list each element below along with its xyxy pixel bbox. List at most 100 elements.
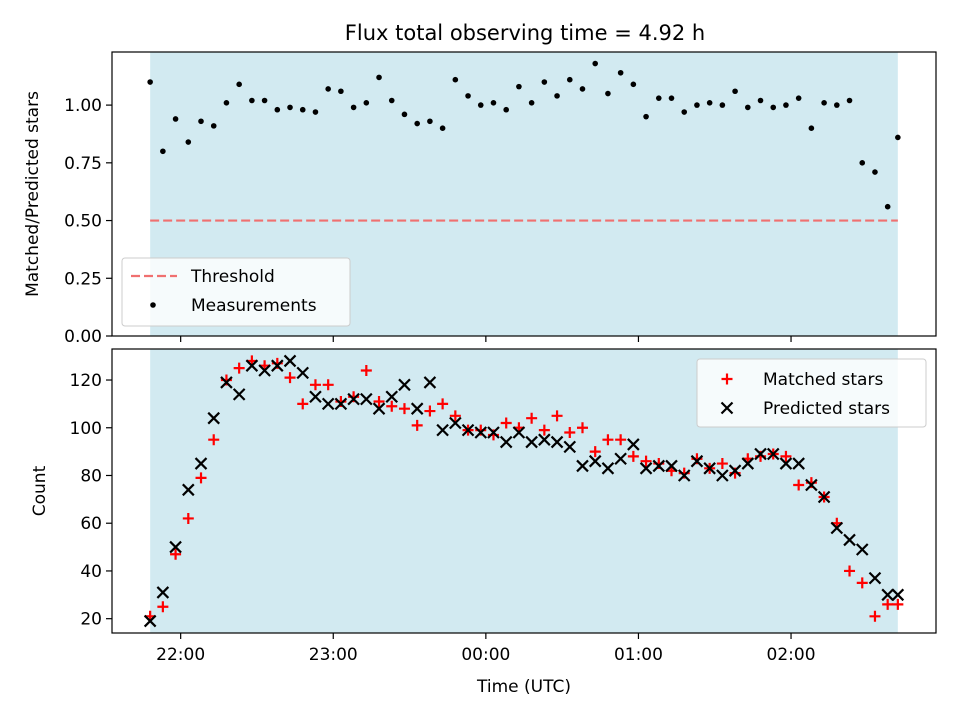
matched-star-marker [538, 424, 550, 436]
predicted-star-marker [868, 571, 882, 585]
predicted-star-marker [525, 435, 538, 449]
y-tick-label: 1.00 [64, 96, 102, 116]
predicted-star-marker [232, 388, 246, 401]
matched-star-marker [844, 565, 856, 577]
predicted-star-marker [258, 364, 271, 377]
matched-star-marker [386, 400, 398, 412]
matched-star-marker [551, 410, 563, 422]
measurement-point [566, 76, 573, 83]
measurement-point [872, 169, 878, 175]
predicted-star-marker [398, 378, 411, 392]
count-legend-box [696, 358, 927, 428]
measurement-point [198, 118, 204, 125]
predicted-star-marker [461, 423, 475, 437]
matched-star-marker [500, 417, 512, 429]
measurement-point [172, 116, 179, 122]
predicted-star-marker [372, 402, 386, 415]
measurement-point [465, 93, 471, 99]
predicted-star-marker [283, 354, 297, 368]
x-tick-label: 02:00 [767, 645, 816, 665]
ratio-y-label: Matched/Predicted stars [23, 91, 43, 297]
measurement-point [694, 102, 700, 108]
measurement-point [630, 81, 637, 88]
y-tick-label: 80 [80, 466, 102, 486]
matched-star-marker [170, 548, 182, 560]
predicted-star-marker [499, 435, 513, 449]
measurement-point [414, 120, 420, 127]
legend-predicted-swatch [720, 401, 734, 415]
count-x-ticks: 22:00 23:00 00:00 01:00 02:00 [156, 633, 816, 665]
count-legend: Matched stars Predicted stars [696, 358, 927, 428]
measurement-point [274, 106, 281, 113]
predicted-star-marker [538, 433, 551, 446]
matched-star-marker [627, 450, 639, 462]
predicted-star-marker [716, 469, 729, 482]
matched-star-marker [576, 422, 588, 434]
predicted-star-marker [690, 454, 704, 468]
predicted-star-marker [296, 366, 310, 380]
legend-measurements-swatch [150, 302, 156, 308]
predicted-star-marker [855, 543, 869, 556]
measurement-point [554, 93, 560, 99]
predicted-star-marker [207, 411, 221, 425]
matched-star-marker [437, 398, 449, 410]
x-axis-label: Time (UTC) [476, 677, 571, 697]
matched-star-marker [157, 601, 169, 613]
measurement-point [439, 125, 446, 131]
predicted-star-marker [703, 462, 716, 475]
predicted-star-marker [754, 447, 767, 461]
measurement-point [185, 139, 192, 145]
matched-star-marker [398, 403, 410, 415]
predicted-star-marker [728, 464, 742, 477]
predicted-star-marker [385, 390, 399, 404]
matched-star-marker [284, 372, 296, 384]
predicted-star-marker [182, 483, 195, 497]
predicted-star-marker [143, 614, 157, 628]
count-y-ticks: 20 40 60 80 100 120 [70, 371, 112, 630]
predicted-star-marker [360, 392, 373, 406]
matched-star-marker [640, 455, 652, 467]
predicted-star-marker [347, 392, 360, 406]
predicted-star-marker [220, 376, 233, 389]
measurement-point [350, 104, 357, 111]
ratio-axes-frame [111, 51, 937, 337]
measurement-point [834, 102, 840, 108]
ratio-legend: Threshold Measurements [121, 257, 351, 327]
predicted-star-marker [601, 462, 615, 475]
legend-measurements-label: Measurements [191, 296, 317, 316]
y-tick-label: 0.25 [64, 269, 102, 289]
predicted-star-marker [817, 490, 831, 504]
predicted-star-marker [741, 457, 755, 470]
measurement-point [261, 97, 268, 104]
x-tick-label: 22:00 [156, 645, 205, 665]
measurement-point [808, 125, 815, 131]
matched-star-marker [716, 458, 728, 470]
predicted-star-marker [487, 426, 500, 439]
measurement-point [427, 118, 433, 125]
predicted-star-marker [576, 459, 589, 473]
predicted-star-marker [169, 540, 182, 554]
measurement-point [895, 134, 901, 141]
predicted-star-marker [156, 586, 170, 599]
measurement-point [884, 203, 891, 210]
measurement-point [388, 97, 395, 104]
legend-predicted-label: Predicted stars [763, 399, 890, 419]
y-tick-label: 120 [70, 371, 102, 391]
measurement-point [452, 76, 459, 83]
matched-star-marker [373, 396, 385, 408]
measurement-point [147, 79, 153, 85]
measurement-point [401, 111, 408, 118]
legend-plus-mark [721, 373, 733, 385]
matched-star-marker [564, 427, 576, 439]
x-tick-label: 01:00 [614, 645, 663, 665]
measurement-point [732, 88, 738, 95]
predicted-star-marker [614, 452, 627, 466]
measurement-point [160, 148, 166, 155]
matched-star-marker [793, 479, 805, 491]
ratio-x-ticks [180, 336, 792, 342]
matched-star-marker [297, 398, 309, 410]
predicted-star-marker [766, 447, 780, 461]
measurement-point [477, 102, 484, 108]
measurement-points [147, 60, 901, 210]
